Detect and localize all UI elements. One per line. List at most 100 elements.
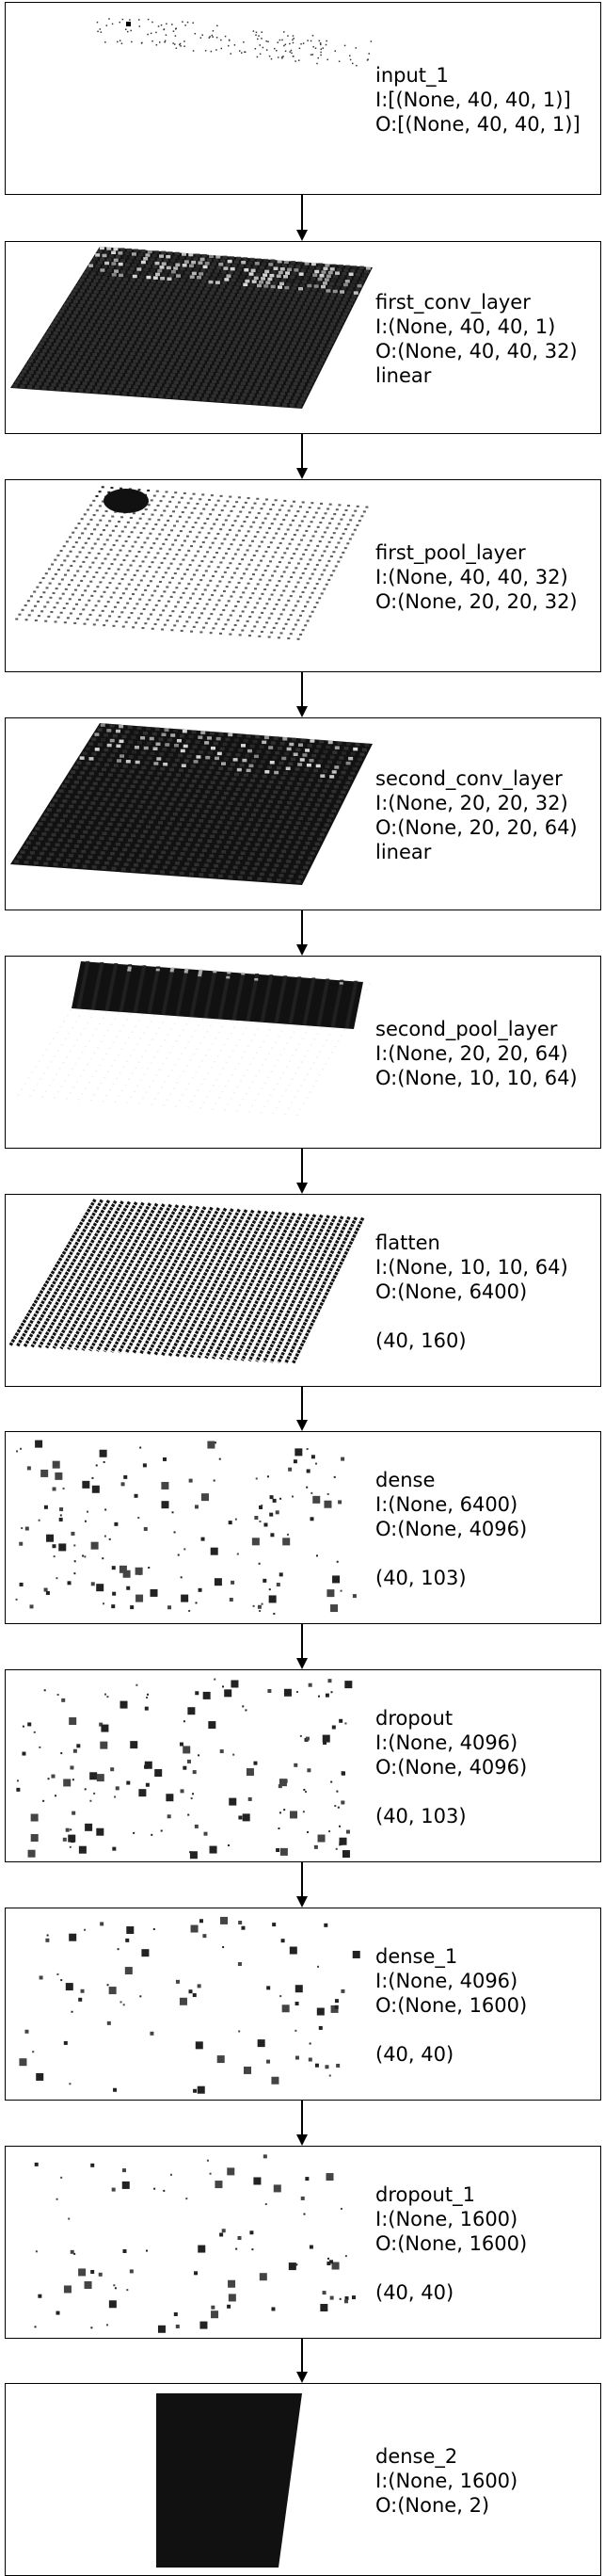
layer-input-shape: I:(None, 1600) <box>375 2469 517 2493</box>
arrow-connector <box>301 910 303 944</box>
layer-output-shape: O:(None, 4096) <box>375 1755 527 1779</box>
arrow-down-icon <box>296 2372 308 2383</box>
arrow-connector <box>301 1862 303 1896</box>
arrow-down-icon <box>296 468 308 479</box>
layer-output-shape: O:(None, 6400) <box>375 1280 568 1304</box>
layer-display-shape: (40, 103) <box>375 1804 527 1828</box>
arrow-down-icon <box>296 1183 308 1194</box>
layer-name: dense_1 <box>375 1944 527 1969</box>
arrow-connector <box>301 672 303 706</box>
layer-input-shape: I:(None, 20, 20, 64) <box>375 1041 578 1066</box>
layer-name: first_conv_layer <box>375 290 578 314</box>
layer-output-shape: O:(None, 4096) <box>375 1517 527 1541</box>
layer-input-shape: I:(None, 40, 40, 32) <box>375 565 578 589</box>
layer-output-shape: O:(None, 20, 20, 32) <box>375 589 578 614</box>
layer-visualization <box>6 1908 373 2100</box>
layer-input-shape: I:(None, 4096) <box>375 1731 527 1755</box>
activation-blob <box>103 489 149 513</box>
layer-visualization <box>6 480 373 671</box>
feature-map-grid <box>15 486 368 640</box>
layer-name: second_pool_layer <box>375 1017 578 1041</box>
arrow-connector <box>301 2339 303 2372</box>
neuron-activations <box>16 1441 357 1615</box>
arrow-down-icon <box>296 1658 308 1669</box>
arrow-down-icon <box>296 1420 308 1431</box>
arrow-connector <box>301 1149 303 1183</box>
layer-visualization <box>6 2384 373 2575</box>
layer-name: dense <box>375 1468 527 1492</box>
output-block <box>156 2393 302 2568</box>
layer-name: dropout <box>375 1706 527 1731</box>
layer-input-shape: I:(None, 20, 20, 32) <box>375 791 578 815</box>
arrow-down-icon <box>296 944 308 956</box>
arrow-down-icon <box>296 230 308 241</box>
neuron-activations <box>16 1679 352 1860</box>
layer-input-shape: I:[(None, 40, 40, 1)] <box>375 88 581 112</box>
arrow-connector <box>301 2101 303 2134</box>
arrow-down-icon <box>296 706 308 717</box>
layer-output-shape: O:[(None, 40, 40, 1)] <box>375 112 581 137</box>
layer-name: dense_2 <box>375 2444 517 2469</box>
layer-name: first_pool_layer <box>375 540 578 565</box>
layer-display-shape: (40, 40) <box>375 2042 527 2067</box>
layer-visualization <box>6 242 373 433</box>
layer-output-shape: O:(None, 1600) <box>375 2231 527 2256</box>
neuron-activations <box>19 1917 359 2094</box>
layer-activation: linear <box>375 363 578 388</box>
layer-visualization <box>6 1432 373 1623</box>
layer-display-shape: (40, 160) <box>375 1328 568 1353</box>
layer-output-shape: O:(None, 1600) <box>375 1993 527 2018</box>
layer-visualization <box>6 1195 373 1386</box>
layer-display-shape: (40, 40) <box>375 2280 527 2305</box>
layer-output-shape: O:(None, 40, 40, 32) <box>375 339 578 363</box>
arrow-down-icon <box>296 1896 308 1908</box>
neuron-activations <box>35 2154 356 2332</box>
layer-visualization <box>6 1670 373 1861</box>
layer-activation: linear <box>375 840 578 864</box>
layer-display-shape: (40, 103) <box>375 1566 527 1590</box>
arrow-connector <box>301 195 303 230</box>
layer-input-shape: I:(None, 10, 10, 64) <box>375 1255 568 1280</box>
layer-name: input_1 <box>375 63 581 88</box>
layer-output-shape: O:(None, 2) <box>375 2493 517 2518</box>
layer-output-shape: O:(None, 10, 10, 64) <box>375 1066 578 1090</box>
layer-output-shape: O:(None, 20, 20, 64) <box>375 815 578 840</box>
arrow-down-icon <box>296 2134 308 2146</box>
layer-name: dropout_1 <box>375 2182 527 2207</box>
layer-name: second_conv_layer <box>375 766 578 791</box>
arrow-connector <box>301 1624 303 1658</box>
arrow-connector <box>301 1387 303 1420</box>
flatten-stripes <box>10 1199 363 1364</box>
layer-visualization <box>6 3 373 194</box>
layer-visualization <box>6 2147 373 2338</box>
layer-input-shape: I:(None, 40, 40, 1) <box>375 314 578 339</box>
layer-visualization <box>6 718 373 910</box>
arrow-connector <box>301 434 303 468</box>
layer-input-shape: I:(None, 1600) <box>375 2207 527 2231</box>
input-pixels <box>97 18 373 66</box>
layer-input-shape: I:(None, 6400) <box>375 1492 527 1517</box>
layer-name: flatten <box>375 1231 568 1255</box>
layer-visualization <box>6 957 373 1148</box>
layer-input-shape: I:(None, 4096) <box>375 1969 527 1993</box>
